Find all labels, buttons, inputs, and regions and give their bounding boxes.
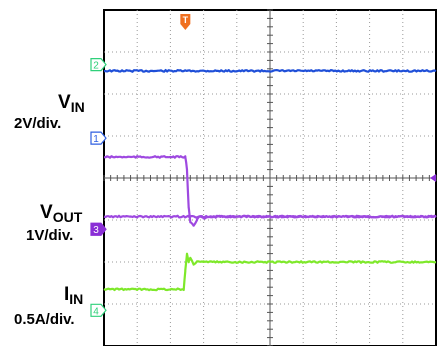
ch1-marker: 1 (90, 131, 107, 145)
trigger-marker-label: T (183, 15, 189, 25)
trigger-marker: T (180, 14, 191, 30)
graticule (103, 9, 437, 346)
vout-label: VOUT (40, 202, 83, 225)
ch2-marker-number: 2 (93, 61, 99, 72)
ch1-marker-number: 1 (93, 134, 99, 145)
vout-scale-label: 1V/div. (26, 227, 74, 244)
ch3-marker-number: 3 (93, 225, 99, 236)
ch4-marker: 4 (90, 303, 107, 317)
ch2-marker: 2 (90, 58, 107, 72)
ch2-trace (103, 69, 437, 73)
trigger-level-marker (430, 174, 436, 182)
ch4-trace (103, 252, 437, 292)
iin-label: IIN (64, 284, 84, 307)
channel-markers: 2 1 3 4 T (90, 14, 436, 317)
vin-label: VIN (58, 92, 85, 115)
vin-scale-label: 2V/div. (14, 115, 62, 132)
traces (103, 69, 437, 292)
ch4-marker-number: 4 (93, 306, 99, 317)
ch3-trace (103, 214, 437, 219)
iin-scale-label: 0.5A/div. (14, 311, 75, 328)
ch3-marker: 3 (90, 222, 107, 236)
